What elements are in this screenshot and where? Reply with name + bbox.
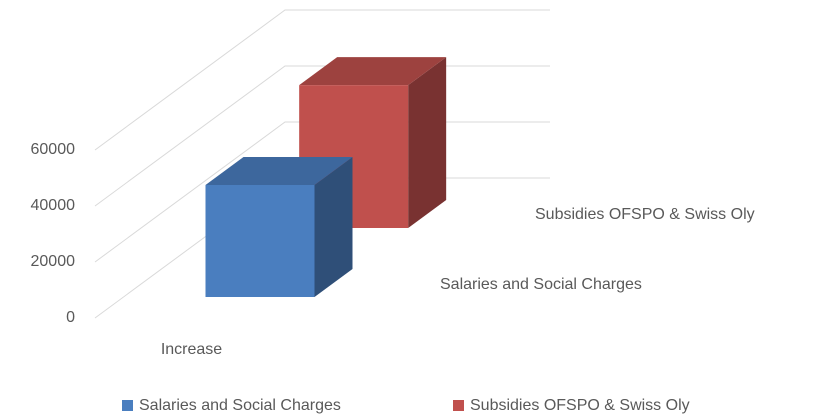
grid-line bbox=[94, 65, 550, 207]
y-tick-label: 20000 bbox=[31, 253, 76, 270]
bar-side bbox=[314, 157, 353, 297]
legend-label: Salaries and Social Charges bbox=[139, 397, 341, 414]
bar-side bbox=[408, 57, 447, 228]
legend-label: Subsidies OFSPO & Swiss Oly bbox=[470, 397, 690, 414]
legend-swatch bbox=[122, 400, 133, 411]
grid-line bbox=[94, 121, 550, 263]
bar-top bbox=[299, 57, 447, 86]
x-tick-label: Increase bbox=[161, 341, 222, 358]
bar-front bbox=[205, 185, 315, 297]
legend-swatch bbox=[453, 400, 464, 411]
y-tick-label: 40000 bbox=[31, 197, 76, 214]
y-tick-label: 60000 bbox=[31, 141, 76, 158]
bar-top bbox=[205, 157, 353, 185]
y-tick-label: 0 bbox=[66, 309, 75, 326]
depth-label: Subsidies OFSPO & Swiss Oly bbox=[535, 206, 755, 223]
depth-label: Salaries and Social Charges bbox=[440, 276, 642, 293]
grid-line bbox=[94, 9, 550, 151]
